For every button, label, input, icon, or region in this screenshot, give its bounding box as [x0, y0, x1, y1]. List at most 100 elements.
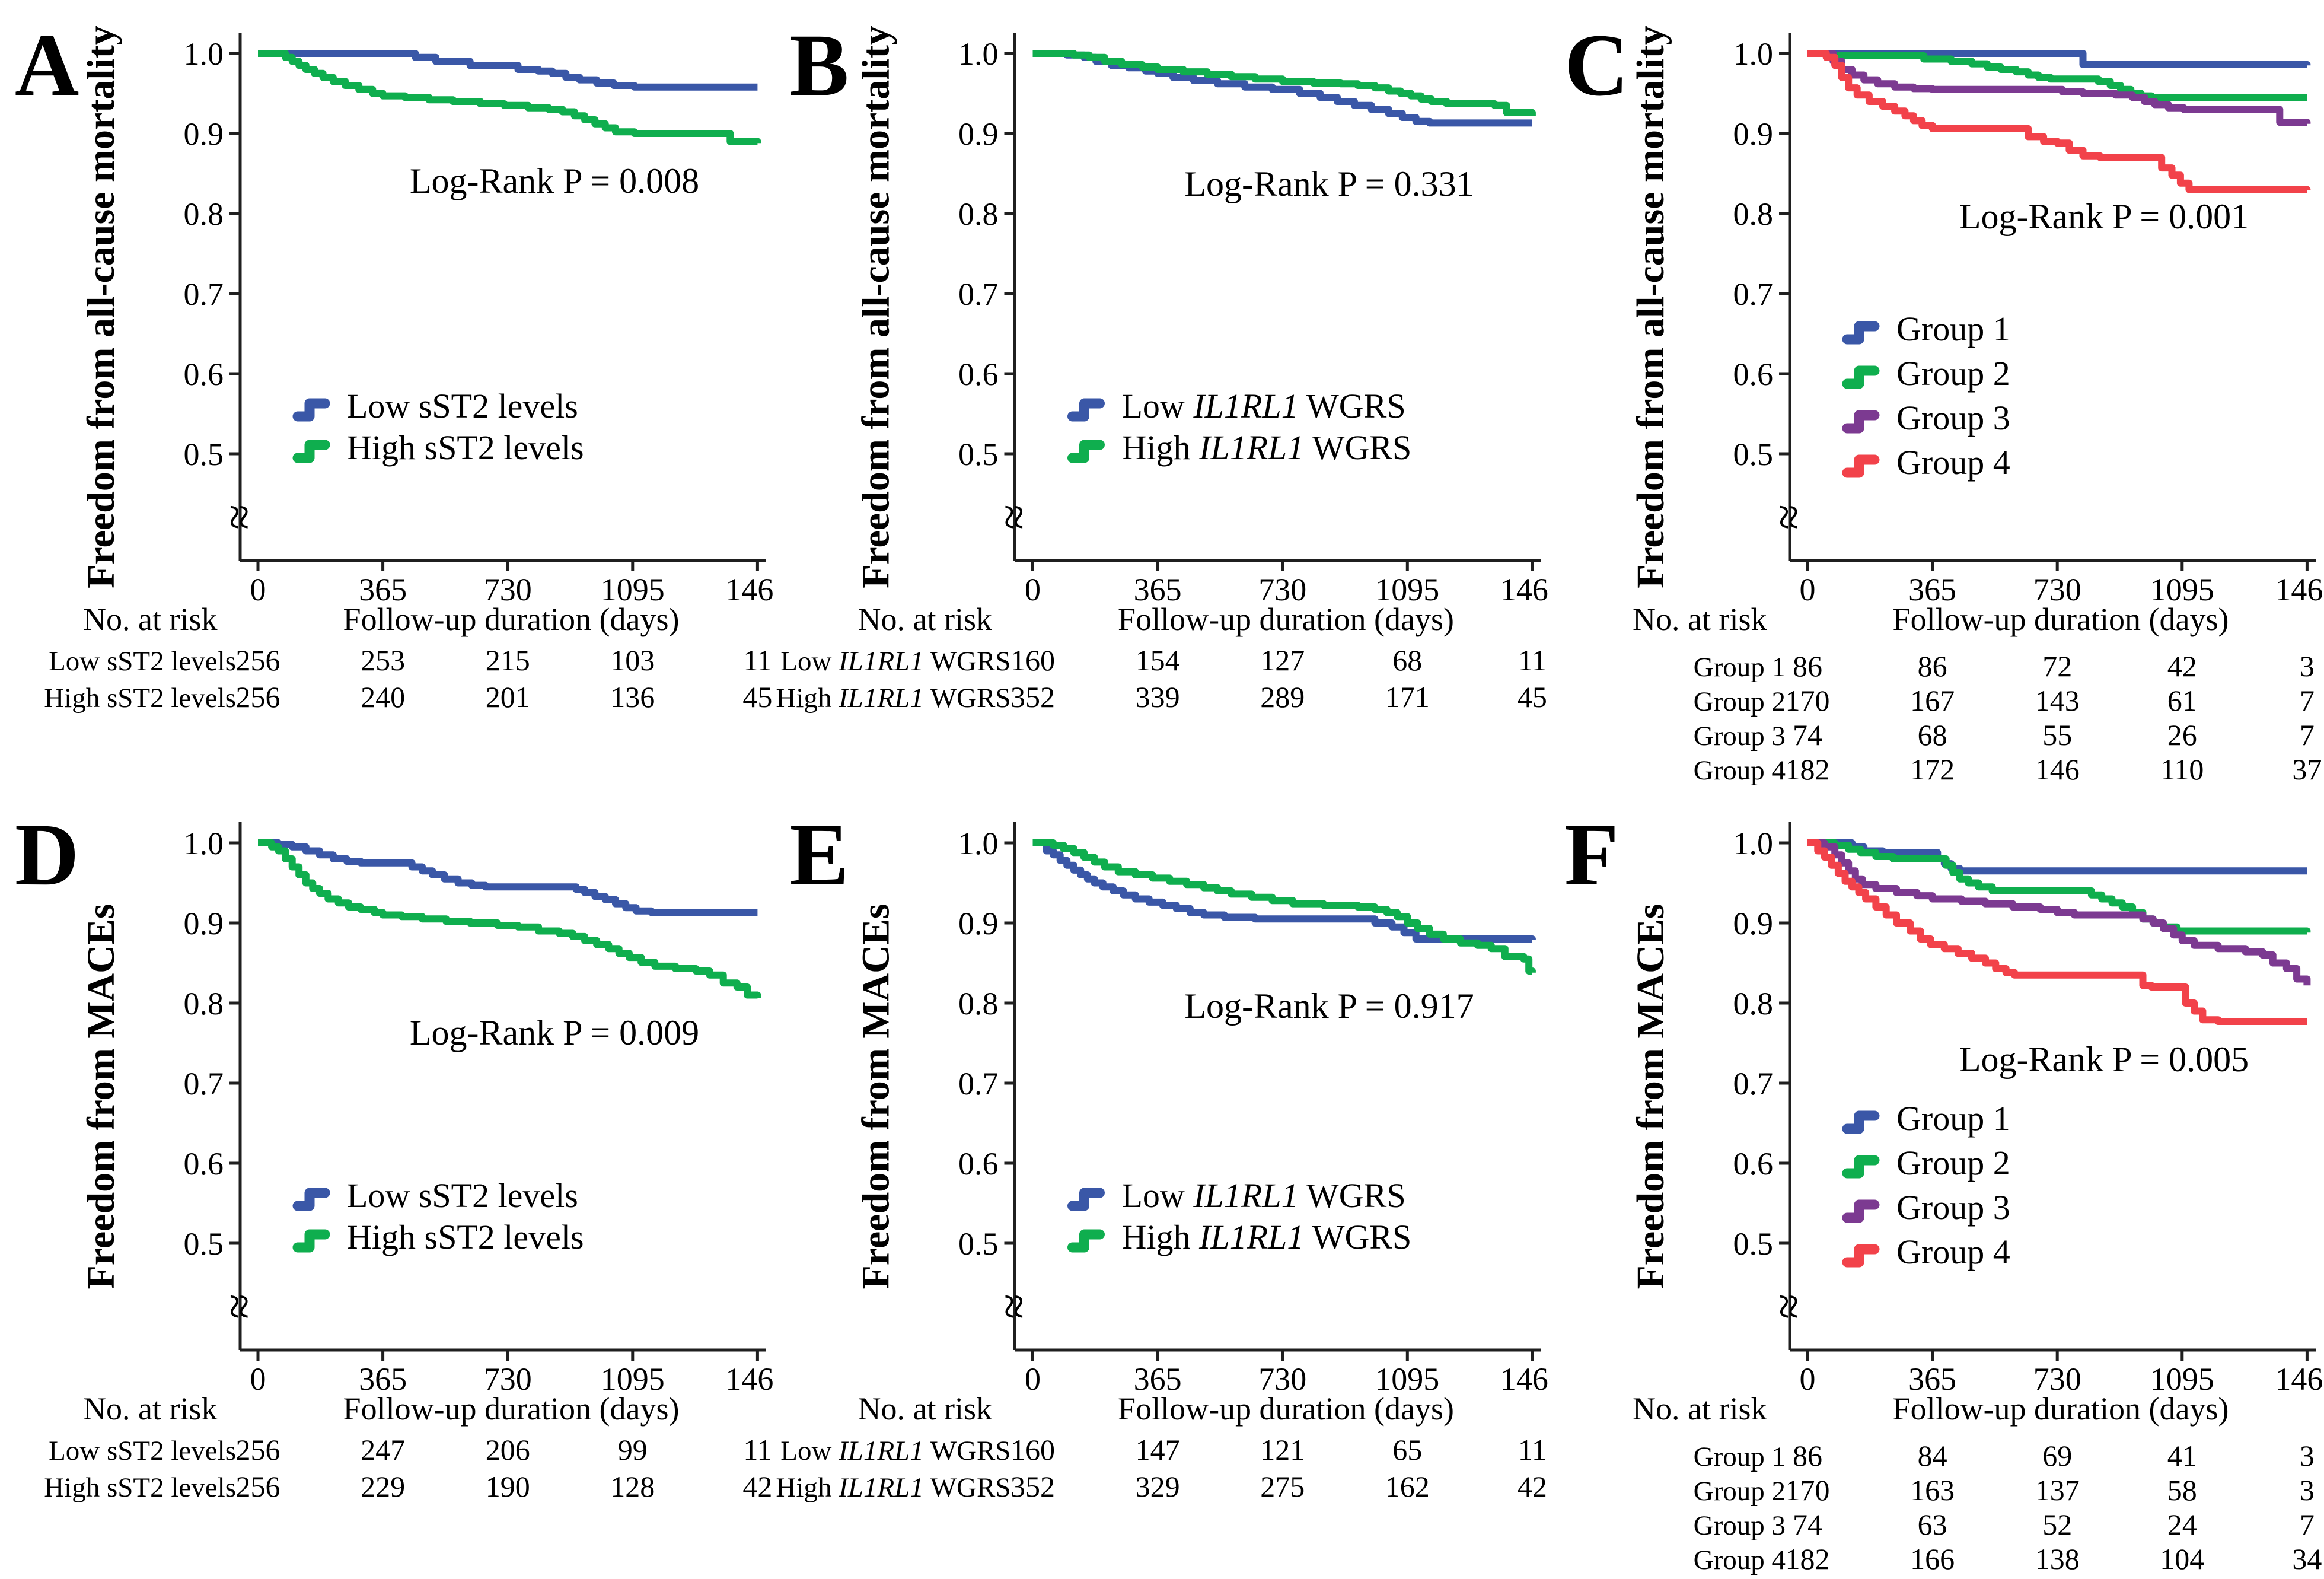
risk-value: 74: [1793, 1508, 1822, 1541]
axis-break-symbol: ≈: [989, 505, 1040, 530]
km-curve-green: [1807, 50, 2307, 101]
risk-value: 339: [1136, 680, 1180, 714]
km-curve-green: [1032, 839, 1536, 975]
panel-letter: E: [790, 806, 849, 904]
y-tick-label: 0.8: [958, 196, 999, 232]
y-tick-label: 0.8: [958, 986, 999, 1021]
y-tick-label: 0.5: [184, 437, 224, 472]
y-tick-label: 0.9: [1733, 906, 1774, 941]
risk-row-label: Low IL1RL1 WGRS: [780, 646, 1010, 677]
risk-row-label: Group 3: [1694, 1510, 1786, 1541]
x-axis-title: Follow-up duration (days): [1893, 601, 2229, 637]
p-value-annotation: Log-Rank P = 0.331: [1184, 164, 1474, 203]
x-tick-label: 0: [1025, 572, 1041, 607]
label-text: High sST2 levels: [347, 428, 584, 467]
x-tick-label: 1095: [2150, 1361, 2214, 1397]
y-tick-label: 0.6: [958, 356, 999, 392]
legend-label: Low IL1RL1 WGRS: [1122, 387, 1406, 425]
risk-value: 182: [1786, 753, 1830, 786]
x-tick-label: 730: [1258, 572, 1306, 607]
label-text: Group 2: [1694, 686, 1786, 717]
risk-value: 352: [1010, 680, 1055, 714]
gene-name-italic: IL1RL1: [1198, 1218, 1304, 1256]
y-tick-label: 0.5: [1733, 1226, 1774, 1262]
risk-value: 52: [2042, 1508, 2072, 1541]
risk-value: 256: [236, 1470, 280, 1503]
legend-label: Group 1: [1896, 310, 2010, 348]
risk-value: 146: [2035, 753, 2080, 786]
label-text: High sST2 levels: [44, 683, 236, 714]
legend-swatch-blue: [1067, 398, 1105, 422]
legend-label: High IL1RL1 WGRS: [1122, 428, 1412, 467]
label-text: Low: [780, 1435, 839, 1466]
y-tick-label: 1.0: [958, 826, 999, 861]
legend-swatch-green: [1067, 1229, 1105, 1253]
panel-letter: B: [790, 16, 849, 114]
gene-name-italic: IL1RL1: [838, 1472, 924, 1503]
risk-value: 86: [1918, 650, 1947, 683]
gene-name-italic: IL1RL1: [838, 646, 924, 677]
risk-value: 58: [2167, 1473, 2197, 1507]
legend-swatch-blue: [292, 1188, 330, 1211]
risk-row-label: Group 2: [1694, 1476, 1786, 1507]
km-curve-blue: [258, 50, 758, 91]
label-text: WGRS: [924, 1435, 1011, 1466]
y-tick-label: 0.7: [184, 1066, 224, 1102]
label-text: Low: [1122, 387, 1194, 425]
risk-value: 167: [1910, 684, 1955, 717]
y-axis-label: Freedom from MACEs: [855, 903, 898, 1289]
risk-value: 127: [1260, 644, 1305, 677]
legend-swatch-green: [1842, 365, 1880, 389]
risk-value: 11: [1518, 644, 1547, 677]
x-axis-title: Follow-up duration (days): [1893, 1391, 2229, 1427]
risk-value: 160: [1010, 1433, 1055, 1466]
label-text: WGRS: [1304, 428, 1411, 467]
legend-swatch-red: [1842, 454, 1880, 478]
label-text: WGRS: [1299, 387, 1406, 425]
y-axis-label: Freedom from all-cause mortality: [1629, 26, 1672, 588]
risk-value: 11: [743, 1433, 772, 1466]
legend-swatch-blue: [1067, 1188, 1105, 1211]
x-tick-label: 1095: [1375, 1361, 1439, 1397]
legend-label: Group 4: [1896, 443, 2010, 482]
risk-value: 69: [2042, 1439, 2072, 1472]
y-tick-label: 0.5: [184, 1226, 224, 1262]
km-curve-blue: [1807, 50, 2311, 68]
legend-swatch-red: [1842, 1244, 1880, 1268]
risk-value: 42: [742, 1470, 772, 1503]
x-tick-label: 365: [1908, 1361, 1956, 1397]
legend-swatch-purple: [1842, 1199, 1880, 1223]
y-tick-label: 0.8: [184, 196, 224, 232]
y-tick-label: 1.0: [184, 826, 224, 861]
y-tick-label: 0.5: [958, 1226, 999, 1262]
km-curve-green: [258, 839, 761, 999]
risk-row-label: High sST2 levels: [44, 683, 236, 714]
x-tick-label: 730: [2033, 572, 2081, 607]
y-tick-label: 0.7: [1733, 276, 1774, 312]
risk-value: 26: [2167, 718, 2197, 752]
legend-label: High sST2 levels: [347, 1218, 584, 1256]
label-text: Group 3: [1896, 1188, 2010, 1227]
risk-value: 201: [486, 680, 530, 714]
label-text: Group 3: [1896, 399, 2010, 437]
label-text: High sST2 levels: [44, 1472, 236, 1503]
gene-name-italic: IL1RL1: [1198, 428, 1304, 467]
risk-value: 240: [361, 680, 405, 714]
risk-value: 104: [2160, 1542, 2204, 1575]
label-text: Group 2: [1694, 1476, 1786, 1507]
p-value-annotation: Log-Rank P = 0.001: [1959, 197, 2249, 236]
risk-row-label: Group 1: [1694, 652, 1786, 683]
risk-value: 42: [1518, 1470, 1547, 1503]
risk-value: 41: [2167, 1439, 2197, 1472]
label-text: WGRS: [924, 683, 1011, 714]
x-tick-label: 730: [484, 1361, 532, 1397]
legend-label: Group 4: [1896, 1233, 2010, 1271]
label-text: Group 1: [1896, 1099, 2010, 1138]
x-tick-label: 0: [1800, 1361, 1816, 1397]
risk-value: 99: [618, 1433, 648, 1466]
risk-header: No. at risk: [858, 1391, 992, 1427]
legend-swatch-green: [1067, 440, 1105, 463]
